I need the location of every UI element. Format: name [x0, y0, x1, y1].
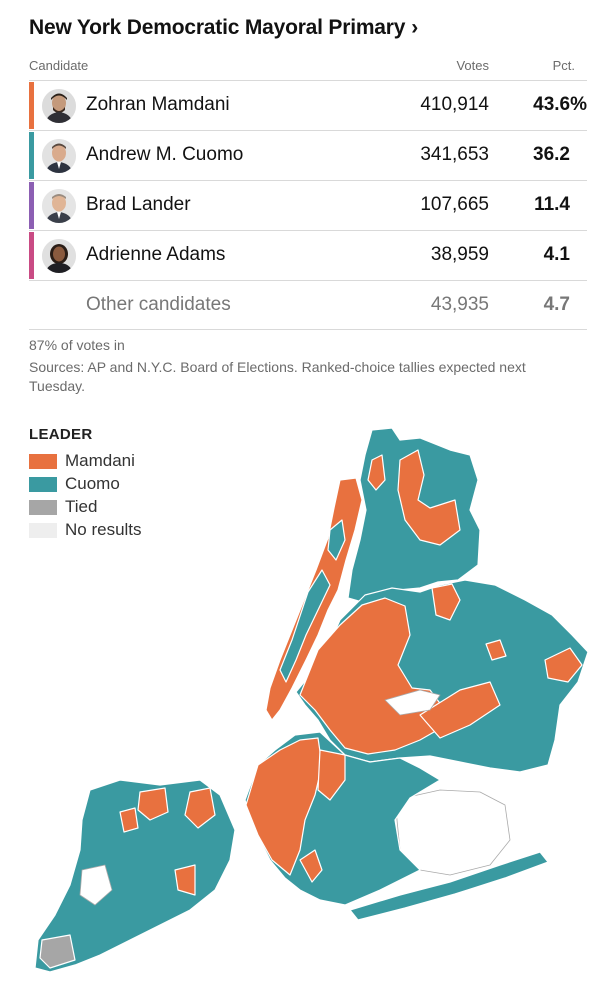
- map-queens-mamdani-2: [431, 583, 461, 621]
- legend-swatch: [29, 500, 57, 515]
- table-row: Adrienne Adams 38,959 4.1: [29, 231, 587, 280]
- map-bronx-mamdani-2: [367, 454, 386, 491]
- candidate-color-bar: [29, 132, 34, 179]
- other-candidates-pct: 4.7: [543, 294, 570, 315]
- candidate-votes: 38,959: [430, 244, 489, 265]
- table-row: Brad Lander 107,665 11.4: [29, 181, 587, 230]
- candidate-votes: 410,914: [420, 94, 489, 115]
- map-bronx-mamdani: [397, 449, 461, 546]
- column-header-candidate: Candidate: [29, 58, 89, 73]
- map-manhattan-cuomo-2: [327, 519, 346, 561]
- table-header: Candidate Votes Pct.: [29, 56, 587, 80]
- candidate-pct: 43.6%: [533, 94, 587, 115]
- table-divider: [29, 230, 587, 231]
- table-divider: [29, 329, 587, 330]
- candidate-color-bar: [29, 182, 34, 229]
- map-staten-island-mamdani: [137, 787, 169, 821]
- sources-note: Sources: AP and N.Y.C. Board of Election…: [29, 359, 526, 394]
- map-staten-island-mamdani-3: [174, 864, 196, 896]
- legend-swatch: [29, 477, 57, 492]
- candidate-name: Adrienne Adams: [86, 244, 226, 265]
- column-header-pct: Pct.: [552, 58, 575, 73]
- table-divider: [29, 280, 587, 281]
- legend-label: Cuomo: [65, 474, 120, 493]
- map-brooklyn-mamdani: [245, 737, 323, 876]
- table-row: Zohran Mamdani 410,914 43.6%: [29, 81, 587, 130]
- map-staten-island-mamdani-2: [184, 787, 216, 829]
- map-manhattan-cuomo: [279, 569, 331, 683]
- avatar: [42, 189, 76, 223]
- legend-swatch: [29, 523, 57, 538]
- table-divider: [29, 180, 587, 181]
- other-candidates-votes: 43,935: [430, 294, 489, 315]
- candidate-name: Andrew M. Cuomo: [86, 144, 244, 165]
- map-queens-mamdani-3: [544, 647, 583, 683]
- candidate-name: Brad Lander: [86, 194, 191, 215]
- page-title-text[interactable]: New York Democratic Mayoral Primary: [29, 16, 406, 39]
- map-queens-mamdani-4: [419, 681, 501, 739]
- column-header-votes: Votes: [456, 58, 489, 73]
- table-divider: [29, 80, 587, 81]
- legend-swatch: [29, 454, 57, 469]
- candidate-color-bar: [29, 82, 34, 129]
- map-staten-island: [34, 779, 236, 973]
- candidate-votes: 341,653: [420, 144, 489, 165]
- avatar: [42, 89, 76, 123]
- candidate-name: Zohran Mamdani: [86, 94, 230, 115]
- legend-label: Tied: [65, 497, 98, 516]
- map-queens-mamdani-5: [485, 639, 507, 661]
- map-brooklyn-mamdani-3: [299, 849, 323, 883]
- chevron-right-icon[interactable]: ›: [411, 16, 419, 39]
- table-row-other: Other candidates 43,935 4.7: [29, 281, 587, 330]
- results-map: [34, 427, 589, 973]
- legend-label: Mamdani: [65, 451, 135, 470]
- candidate-pct: 36.2: [533, 144, 570, 165]
- other-candidates-label: Other candidates: [86, 294, 231, 315]
- candidate-votes: 107,665: [420, 194, 489, 215]
- table-row: Andrew M. Cuomo 341,653 36.2: [29, 131, 587, 180]
- table-divider: [29, 130, 587, 131]
- page-title[interactable]: New York Democratic Mayoral Primary ›: [29, 16, 418, 40]
- legend-title: LEADER: [29, 426, 93, 443]
- reporting-status: 87% of votes in: [29, 337, 125, 353]
- candidate-color-bar: [29, 232, 34, 279]
- map-rockaway: [349, 851, 549, 921]
- map-fresh-kills: [79, 864, 113, 906]
- avatar: [42, 139, 76, 173]
- map-laguardia: [384, 689, 441, 716]
- legend-label: No results: [65, 520, 142, 539]
- avatar: [42, 239, 76, 273]
- candidate-pct: 4.1: [543, 244, 570, 265]
- candidate-pct: 11.4: [534, 194, 570, 215]
- map-staten-island-tied: [39, 934, 76, 969]
- map-brooklyn-mamdani-2: [317, 749, 346, 801]
- map-staten-island-mamdani-4: [119, 807, 139, 833]
